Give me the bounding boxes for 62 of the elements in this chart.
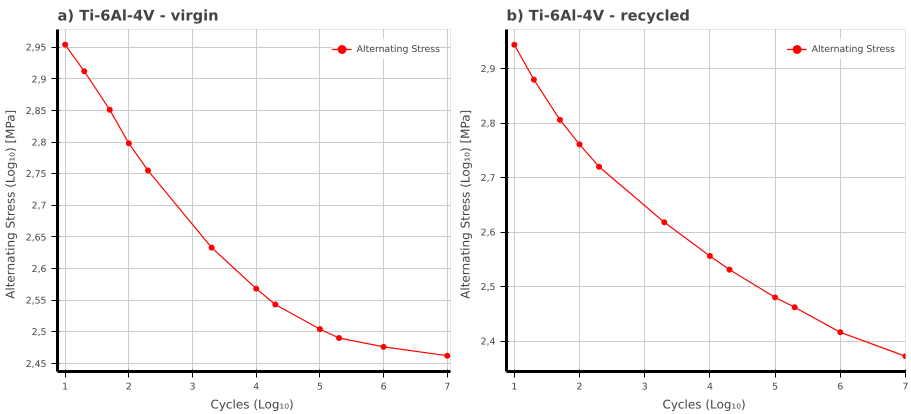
x-tick-label: 1 bbox=[62, 382, 68, 392]
y-tick-label: 2,55 bbox=[26, 296, 47, 307]
point bbox=[62, 42, 68, 48]
x-tick-label: 6 bbox=[837, 382, 844, 392]
legend-label: Alternating Stress bbox=[812, 44, 895, 54]
x-tick-label: 4 bbox=[253, 382, 260, 392]
x-axis-title: Cycles (Log₁₀) bbox=[662, 398, 746, 412]
x-tick-label: 2 bbox=[126, 382, 132, 392]
x-tick-label: 3 bbox=[190, 382, 196, 392]
point bbox=[106, 106, 113, 113]
point bbox=[726, 266, 732, 273]
x-tick-label: 4 bbox=[706, 382, 713, 392]
point bbox=[126, 140, 132, 146]
point bbox=[144, 167, 151, 174]
point bbox=[208, 244, 215, 251]
y-tick-label: 2,8 bbox=[32, 138, 47, 149]
point bbox=[706, 253, 713, 260]
y-axis-title: Alternating Stress (Log₁₀) [MPa] bbox=[458, 110, 473, 299]
x-tick-label: 2 bbox=[576, 382, 582, 392]
point bbox=[661, 219, 668, 226]
y-tick-label: 2,8 bbox=[480, 118, 496, 130]
y-axis-title: Alternating Stress (Log₁₀) [MPa] bbox=[4, 110, 18, 299]
point bbox=[596, 164, 602, 170]
point bbox=[530, 76, 537, 83]
x-axis-title: Cycles (Log₁₀) bbox=[210, 398, 294, 412]
point bbox=[444, 352, 450, 359]
y-tick-label: 2,5 bbox=[32, 327, 47, 338]
y-tick-label: 2,6 bbox=[32, 264, 47, 275]
legend-label: Alternating Stress bbox=[356, 44, 440, 54]
y-tick-label: 2,65 bbox=[26, 232, 47, 244]
x-tick-label: 5 bbox=[316, 382, 323, 392]
y-tick-label: 2,7 bbox=[32, 200, 47, 212]
x-tick-label: 3 bbox=[642, 382, 648, 392]
y-tick-label: 2,9 bbox=[480, 64, 496, 76]
point bbox=[336, 335, 342, 341]
point bbox=[511, 42, 518, 48]
y-tick-label: 2,7 bbox=[480, 173, 496, 184]
y-tick-label: 2,6 bbox=[480, 228, 496, 239]
y-tick-label: 2,85 bbox=[26, 106, 47, 117]
x-tick-label: 7 bbox=[444, 382, 450, 392]
point bbox=[792, 304, 798, 310]
x-tick-label: 7 bbox=[902, 382, 909, 392]
point bbox=[253, 286, 260, 292]
x-tick-label: 6 bbox=[380, 382, 387, 392]
y-tick-label: 2,4 bbox=[480, 336, 496, 348]
point bbox=[316, 326, 323, 332]
point bbox=[837, 329, 844, 336]
point bbox=[556, 116, 563, 123]
x-tick-label: 1 bbox=[511, 382, 518, 392]
point bbox=[380, 344, 387, 350]
x-tick-label: 5 bbox=[772, 382, 778, 392]
point bbox=[576, 141, 583, 148]
point bbox=[272, 301, 278, 308]
y-tick-label: 2,5 bbox=[480, 282, 496, 294]
point bbox=[81, 68, 88, 74]
point bbox=[772, 294, 778, 300]
y-tick-label: 2,45 bbox=[26, 358, 47, 370]
y-tick-label: 2,75 bbox=[26, 169, 47, 180]
y-tick-label: 2,95 bbox=[26, 42, 47, 54]
chart-title: a) Ti-6Al-4V - virgin bbox=[58, 8, 219, 24]
chart-title: b) Ti-6Al-4V - recycled bbox=[506, 8, 690, 24]
y-tick-label: 2,9 bbox=[32, 74, 47, 86]
